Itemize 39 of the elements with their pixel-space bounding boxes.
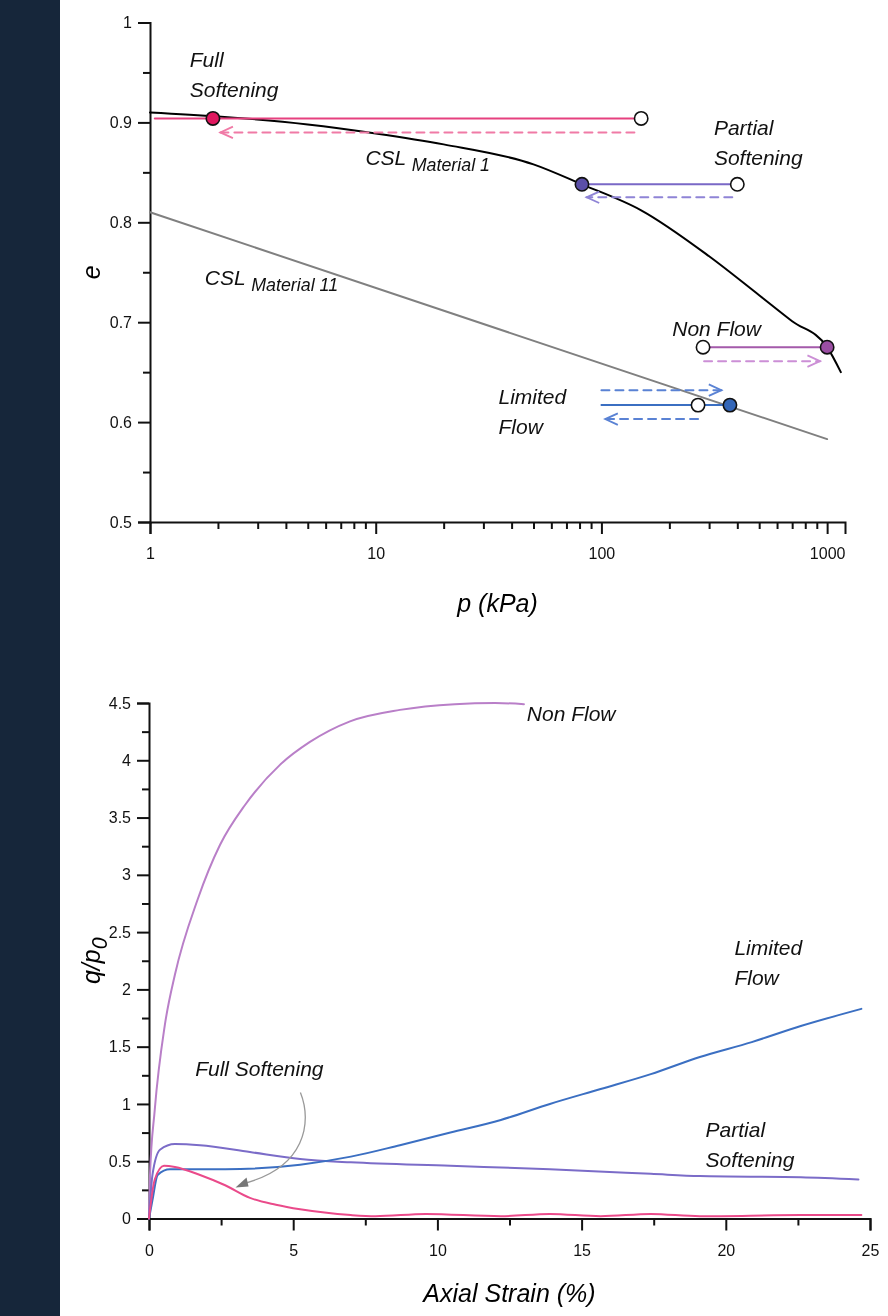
- x-axis-title: p (kPa): [456, 589, 538, 617]
- x-tick-label: 100: [588, 545, 616, 563]
- annotation: Non Flow: [526, 702, 618, 726]
- y-tick-label: 0.8: [109, 213, 133, 231]
- annotation: Full Softening: [195, 1057, 324, 1081]
- y-tick-label: 1: [122, 1095, 132, 1113]
- annotation: Partial Softening: [705, 1118, 795, 1172]
- y-tick-label: 0.9: [109, 114, 133, 132]
- annotation: Non Flow: [672, 317, 763, 341]
- x-tick-label: 25: [861, 1241, 880, 1259]
- x-axis-title: Axial Strain (%): [421, 1279, 596, 1307]
- y-tick-label: 0: [122, 1210, 132, 1228]
- x-tick-label: 15: [573, 1241, 592, 1259]
- y-axis-title: e: [77, 265, 105, 280]
- y-tick-label: 1.5: [108, 1038, 132, 1056]
- annotation: Limited Flow: [498, 385, 568, 439]
- annotation: CSL $_{Material 1}$: [365, 146, 491, 176]
- y-tick-label: 0.6: [109, 413, 133, 431]
- y-tick-label: 0.5: [108, 1152, 132, 1170]
- annotation: CSL $_{Material 11}$: [204, 266, 339, 296]
- y-tick-label: 4.5: [108, 694, 132, 712]
- x-tick-label: 10: [367, 545, 386, 563]
- y-tick-label: 4: [122, 751, 132, 769]
- annotation: Limited Flow: [734, 936, 804, 990]
- annotation: Full Softening: [189, 48, 279, 102]
- y-tick-label: 0.5: [109, 513, 133, 531]
- x-tick-label: 5: [289, 1241, 299, 1259]
- annotation: Partial Softening: [713, 116, 803, 170]
- y-tick-label: 0.7: [109, 313, 133, 331]
- y-tick-label: 2: [122, 981, 132, 999]
- y-tick-label: 2.5: [108, 923, 132, 941]
- x-tick-label: 0: [145, 1241, 155, 1259]
- x-tick-label: 1000: [809, 545, 846, 563]
- x-tick-label: 20: [717, 1241, 736, 1259]
- x-tick-label: 10: [429, 1241, 447, 1259]
- y-tick-label: 3: [122, 866, 132, 884]
- y-tick-label: 1: [123, 14, 133, 32]
- x-tick-label: 1: [146, 545, 156, 563]
- y-tick-label: 3.5: [108, 809, 132, 827]
